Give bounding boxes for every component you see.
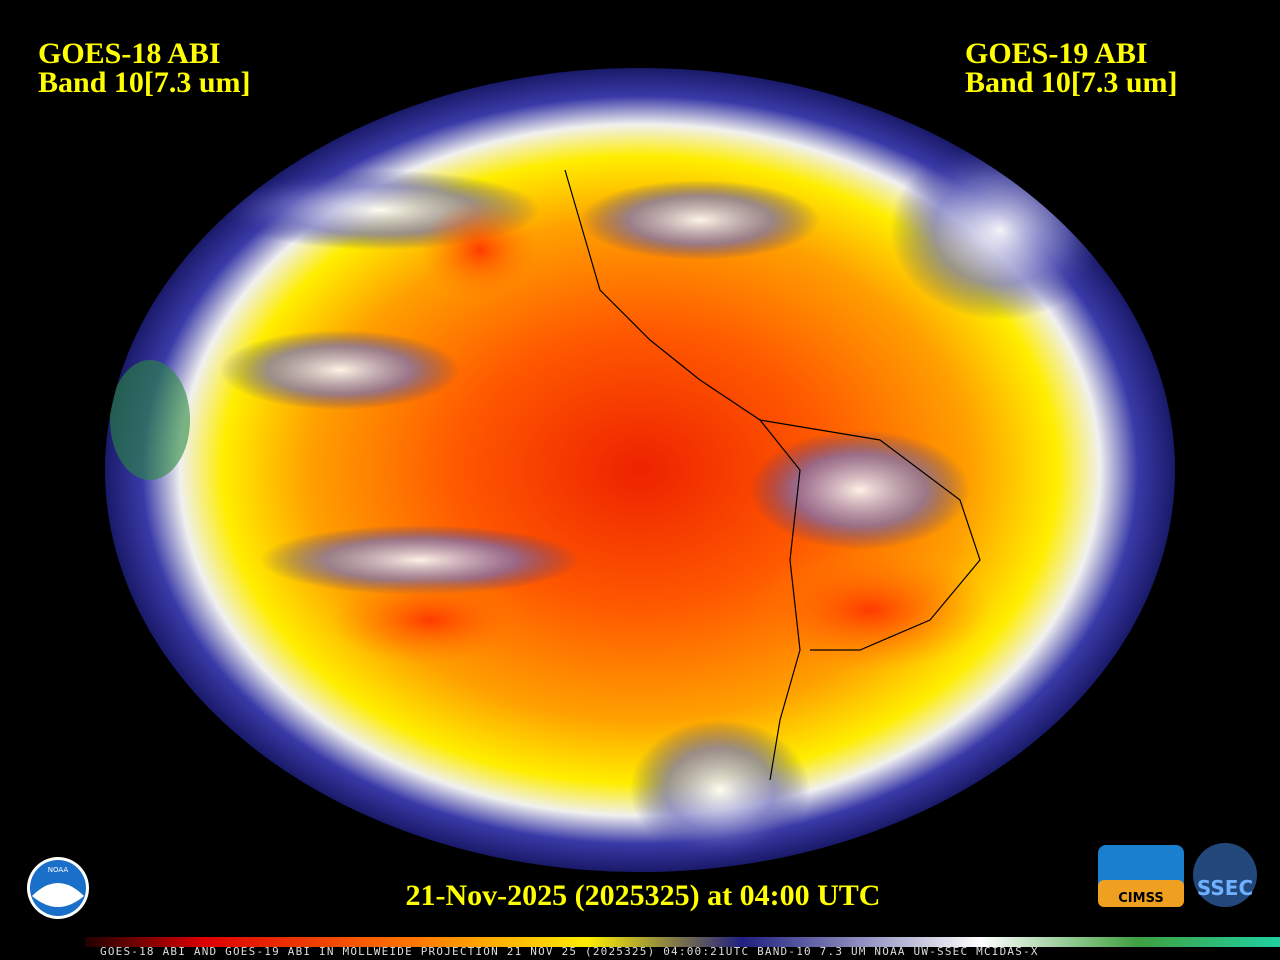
warm-region <box>420 200 540 300</box>
cloud-band <box>260 525 580 595</box>
moist-region <box>110 360 190 480</box>
cloud-band <box>220 330 460 410</box>
ssec-logo: SSEC <box>1193 843 1257 907</box>
cimss-logo: CIMSS <box>1098 845 1184 907</box>
color-bar <box>85 937 1280 947</box>
noaa-logo: NOAA <box>27 857 89 919</box>
cloud-band <box>580 180 820 260</box>
cloud-band <box>750 430 970 550</box>
timestamp: 21-Nov-2025 (2025325) at 04:00 UTC <box>406 879 881 912</box>
warm-region <box>330 575 530 665</box>
right-subtitle: Band 10[7.3 um] <box>965 66 1178 99</box>
logo-text: CIMSS <box>1118 891 1163 906</box>
left-title: GOES-18 ABI <box>38 37 221 70</box>
left-subtitle: Band 10[7.3 um] <box>38 66 251 99</box>
footer-caption: GOES-18 ABI AND GOES-19 ABI IN MOLLWEIDE… <box>100 945 1039 958</box>
cloud-features <box>110 140 1110 860</box>
logo-disc <box>1193 843 1257 907</box>
coastline <box>759 419 981 651</box>
warm-region <box>750 550 990 670</box>
logo-band <box>1098 880 1184 907</box>
cloud-band <box>890 140 1110 320</box>
coastline <box>564 169 801 781</box>
logo-text: NOAA <box>48 866 69 874</box>
right-title: GOES-19 ABI <box>965 37 1148 70</box>
logo-bird <box>32 883 84 907</box>
cloud-band <box>630 720 810 860</box>
logo-text: SSEC <box>1197 876 1253 900</box>
